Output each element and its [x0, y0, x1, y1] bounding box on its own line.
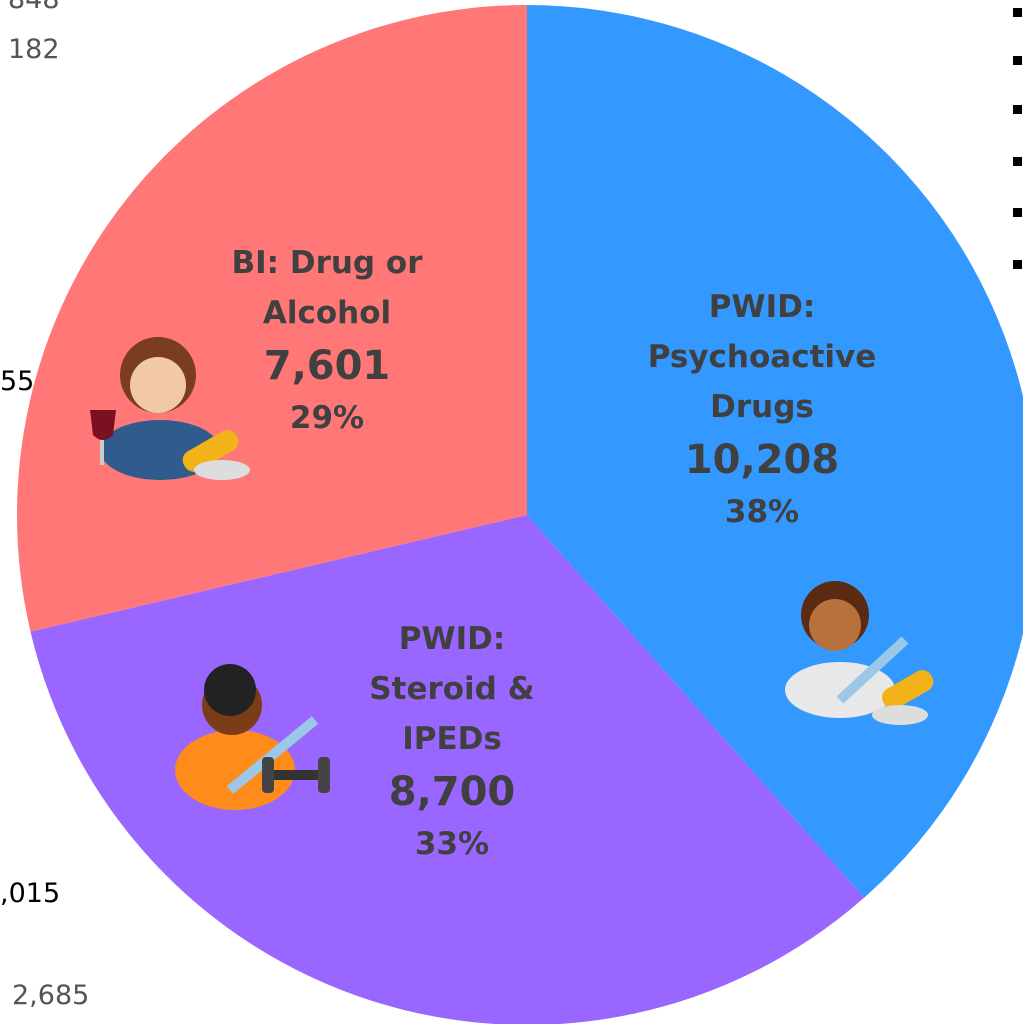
clipped-label: 55: [0, 366, 34, 397]
value-label: 10,208: [632, 432, 892, 488]
legend-markers: [1013, 8, 1022, 269]
clipped-label: ,015: [0, 878, 60, 909]
percent-label: 33%: [347, 820, 557, 868]
page: 848 182 55 ,015 2,685 (() => { const dat…: [0, 0, 1023, 1024]
category-label: BI: Drug or Alcohol: [207, 238, 447, 338]
percent-label: 38%: [632, 488, 892, 536]
clipped-label: 848: [8, 0, 60, 15]
clipped-label: 182: [8, 34, 60, 65]
category-label: PWID: Steroid & IPEDs: [347, 614, 557, 764]
value-label: 8,700: [347, 764, 557, 820]
percent-label: 29%: [207, 394, 447, 442]
clipped-label: 2,685: [12, 980, 89, 1011]
value-label: 7,601: [207, 338, 447, 394]
category-label: PWID: Psychoactive Drugs: [632, 282, 892, 432]
